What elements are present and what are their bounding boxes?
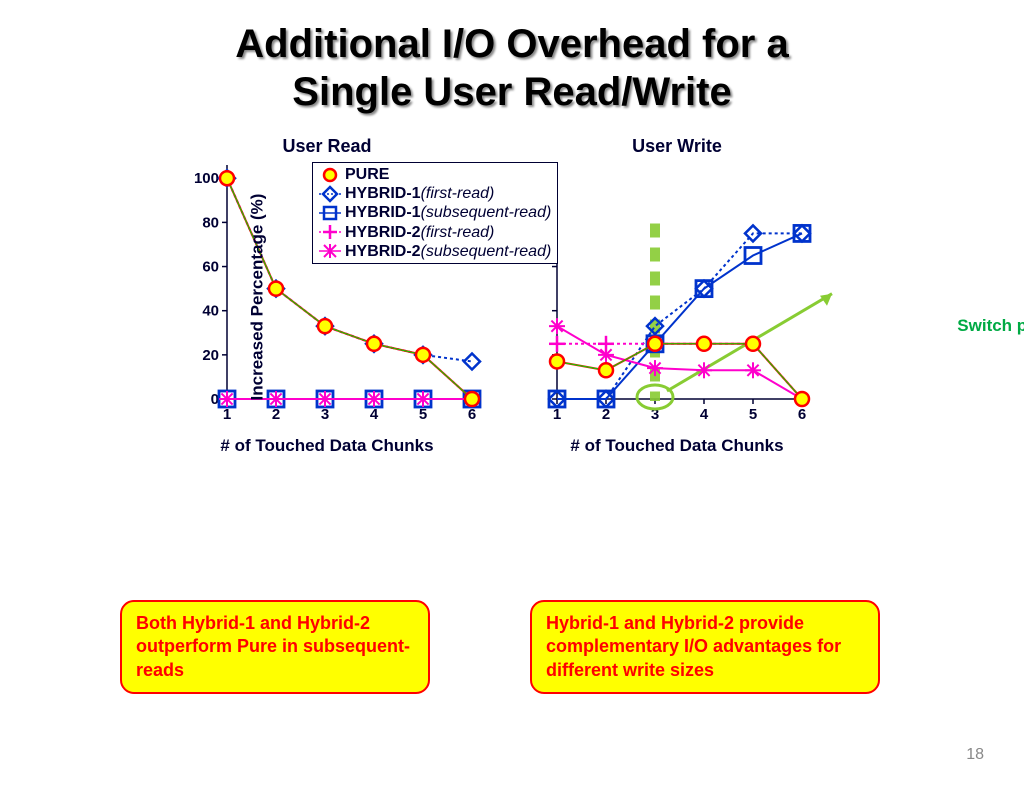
switch-point-label: Switch point:	[957, 316, 1024, 336]
right-chart-title: User Write	[502, 136, 852, 157]
svg-text:60: 60	[202, 259, 219, 276]
left-callout: Both Hybrid-1 and Hybrid-2 outperform Pu…	[120, 600, 430, 694]
right-x-axis-label: # of Touched Data Chunks	[502, 436, 852, 456]
svg-text:20: 20	[202, 347, 219, 364]
svg-text:5: 5	[749, 406, 757, 423]
charts-row: User Read Increased Percentage (%) 02040…	[0, 136, 1024, 456]
svg-text:3: 3	[321, 406, 329, 423]
svg-text:4: 4	[370, 406, 379, 423]
circle-icon	[319, 166, 341, 184]
slide-title: Additional I/O Overhead for a Single Use…	[0, 20, 1024, 116]
svg-text:80: 80	[202, 214, 219, 231]
svg-text:2: 2	[272, 406, 280, 423]
svg-text:100: 100	[194, 170, 219, 187]
legend-h2fr: HYBRID-2 (first-read)	[319, 223, 551, 242]
legend-h2sr: HYBRID-2 (subsequent-read)	[319, 242, 551, 261]
y-axis-label: Increased Percentage (%)	[247, 193, 267, 400]
square-icon	[319, 204, 341, 222]
star-icon	[319, 242, 341, 260]
left-x-axis-label: # of Touched Data Chunks	[172, 436, 482, 456]
page-number: 18	[966, 746, 984, 764]
svg-text:1: 1	[223, 406, 231, 423]
diamond-icon	[319, 185, 341, 203]
svg-text:5: 5	[419, 406, 427, 423]
legend-h1fr: HYBRID-1 (first-read)	[319, 184, 551, 203]
plus-icon	[319, 223, 341, 241]
title-line-2: Single User Read/Write	[292, 70, 731, 114]
title-line-1: Additional I/O Overhead for a	[235, 22, 788, 66]
legend-h1sr: HYBRID-1 (subsequent-read)	[319, 203, 551, 222]
legend-box: PURE HYBRID-1 (first-read) HYBRID-1 (sub…	[312, 162, 558, 264]
left-chart-title: User Read	[172, 136, 482, 157]
right-callout: Hybrid-1 and Hybrid-2 provide complement…	[530, 600, 880, 694]
svg-text:4: 4	[700, 406, 709, 423]
svg-text:6: 6	[798, 406, 806, 423]
svg-text:40: 40	[202, 303, 219, 320]
svg-text:6: 6	[468, 406, 476, 423]
legend-pure: PURE	[319, 165, 551, 184]
